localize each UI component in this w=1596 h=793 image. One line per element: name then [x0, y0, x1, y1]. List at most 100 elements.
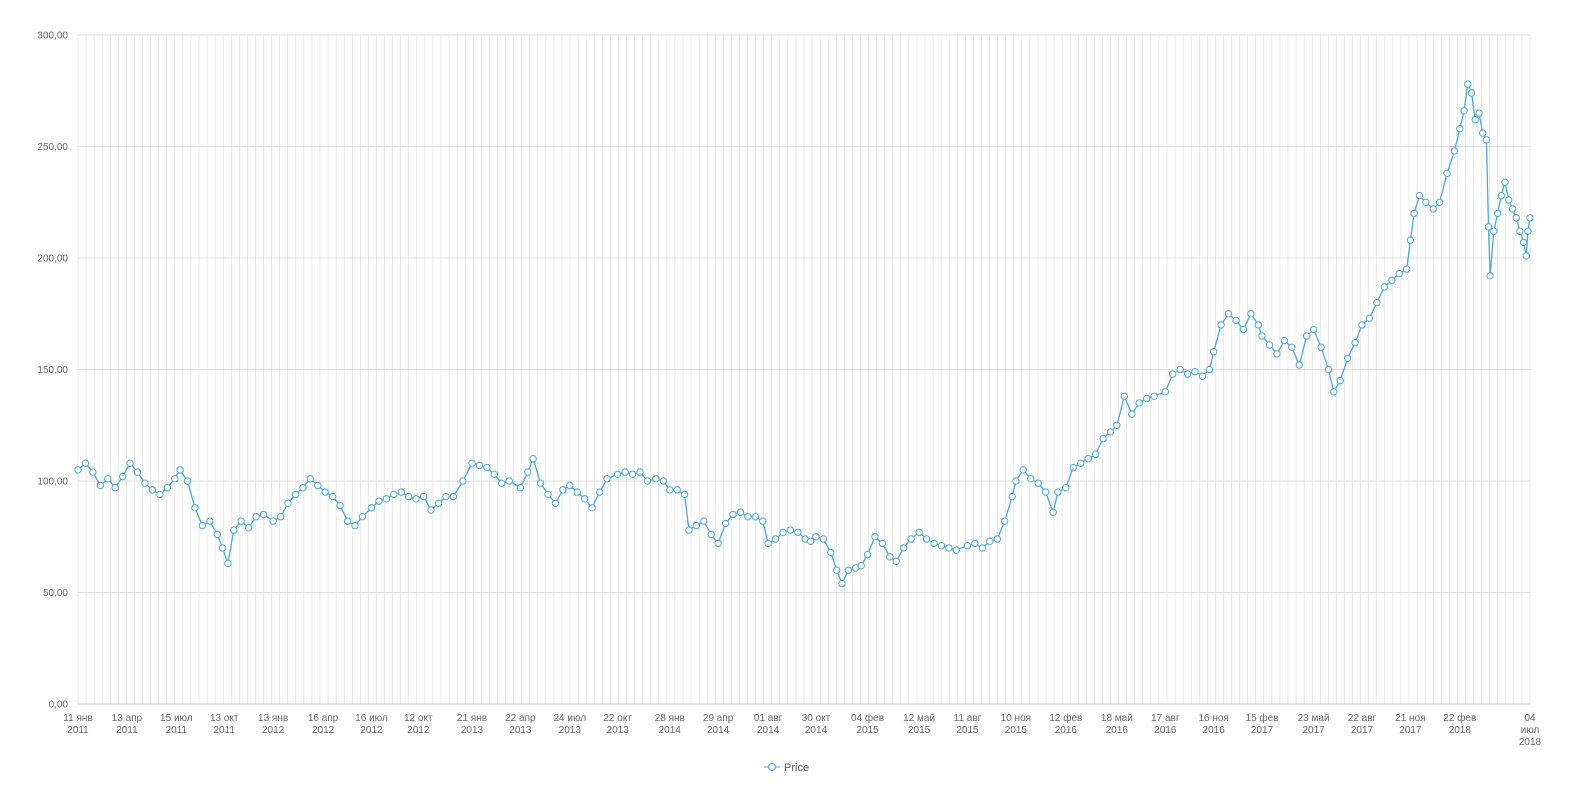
data-point: [613, 470, 622, 478]
data-point: [1526, 214, 1534, 222]
x-tick-label: 11 авг 2015: [954, 713, 982, 736]
data-point: [498, 479, 506, 487]
x-tick-label: 01 авг 2014: [754, 713, 783, 736]
data-point: [937, 542, 946, 550]
data-point: [1205, 365, 1214, 374]
data-point: [516, 484, 525, 492]
x-tick-label: 16 апр 2012: [308, 713, 339, 736]
data-point: [1343, 354, 1352, 362]
data-point: [1484, 223, 1493, 231]
data-point: [1482, 136, 1491, 144]
data-point: [156, 490, 164, 499]
data-point: [1460, 107, 1468, 115]
data-point: [1077, 459, 1085, 467]
data-point: [1247, 310, 1255, 318]
data-point: [284, 499, 292, 507]
x-tick-label: 12 окт 2012: [404, 713, 433, 736]
data-point: [971, 539, 979, 548]
data-point: [844, 566, 853, 574]
data-point: [1091, 450, 1100, 458]
data-point: [1265, 341, 1274, 349]
data-point: [198, 521, 207, 530]
data-point: [1099, 434, 1107, 443]
data-point: [133, 468, 142, 476]
data-point: [1373, 298, 1381, 307]
data-point: [692, 521, 700, 530]
x-tick-label: 22 авг 2017: [1348, 713, 1377, 736]
data-point: [329, 492, 337, 501]
data-point: [659, 477, 668, 485]
data-point: [1336, 376, 1344, 385]
data-point: [1041, 488, 1050, 496]
data-point: [551, 499, 560, 507]
data-point: [1019, 466, 1027, 474]
data-point: [1224, 310, 1233, 318]
x-tick-label: 04 фев 2015: [851, 712, 884, 736]
data-point: [1435, 198, 1444, 207]
data-point: [1505, 196, 1513, 204]
data-point: [779, 528, 787, 536]
data-point: [1001, 517, 1009, 525]
data-point: [171, 475, 179, 483]
data-point: [878, 539, 887, 548]
y-tick-label: 100,00: [37, 477, 68, 488]
data-point: [367, 504, 376, 512]
data-point: [812, 533, 820, 541]
data-point: [1273, 350, 1281, 358]
data-point: [529, 455, 537, 463]
data-point: [945, 544, 953, 552]
data-point: [1169, 370, 1177, 378]
data-point: [1365, 314, 1374, 322]
data-point: [1183, 370, 1192, 378]
data-point: [1008, 492, 1016, 501]
data-point: [736, 508, 745, 516]
data-point: [915, 528, 923, 536]
data-point: [806, 537, 815, 545]
data-point: [1210, 348, 1218, 356]
data-point: [1191, 368, 1199, 376]
data-point: [1486, 272, 1494, 280]
data-point: [1512, 214, 1520, 222]
data-point: [978, 544, 987, 552]
data-point: [1388, 276, 1396, 284]
data-point: [680, 490, 689, 499]
data-point: [1501, 178, 1509, 186]
data-point: [1198, 372, 1207, 380]
data-point: [1143, 394, 1151, 403]
data-point: [412, 495, 420, 503]
data-point: [1351, 339, 1359, 347]
data-point: [230, 526, 238, 534]
data-point: [1113, 421, 1121, 429]
x-tick-label: 22 фев 2018: [1443, 712, 1476, 736]
data-point: [581, 495, 589, 503]
data-point: [1406, 236, 1415, 244]
data-point: [1524, 227, 1532, 235]
data-point: [588, 504, 596, 512]
data-point: [276, 513, 285, 521]
data-point: [1429, 205, 1437, 213]
data-point: [89, 468, 97, 476]
data-point: [1069, 463, 1078, 472]
legend[interactable]: Price: [764, 762, 809, 774]
data-point: [419, 492, 428, 501]
data-point: [224, 559, 232, 568]
data-point: [1497, 191, 1506, 200]
data-point: [930, 539, 938, 548]
x-tick-label: 18 май 2016: [1101, 713, 1133, 736]
data-point: [786, 526, 795, 534]
y-tick-label: 150,00: [37, 365, 68, 376]
data-point: [336, 501, 344, 510]
data-point: [358, 513, 367, 521]
data-point: [892, 557, 900, 565]
data-point: [794, 528, 802, 536]
x-tick-label: 13 янв 2012: [258, 713, 288, 736]
x-tick-label: 23 май 2017: [1298, 713, 1330, 736]
data-point: [483, 463, 491, 472]
x-tick-label: 22 окт 2013: [603, 713, 632, 736]
data-point: [643, 477, 652, 485]
data-point: [96, 481, 105, 490]
data-point: [1303, 332, 1311, 340]
x-tick-label: 29 апр 2014: [703, 713, 734, 736]
x-tick-label: 17 авг 2016: [1151, 713, 1180, 736]
data-point: [176, 466, 184, 474]
